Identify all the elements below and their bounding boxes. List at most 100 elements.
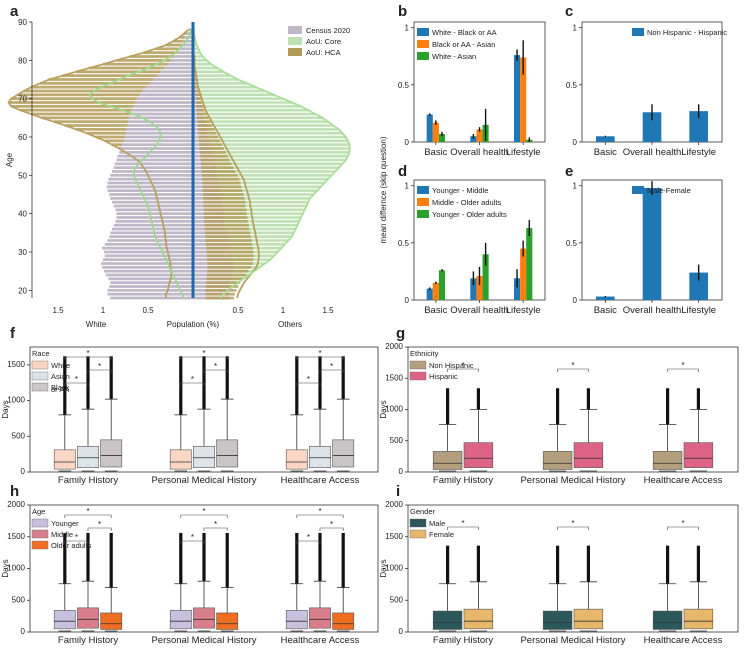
legend-swatch: [409, 529, 427, 539]
census-bar: [129, 116, 193, 120]
y-tick-label: 0: [405, 296, 410, 305]
panel-label-c: c: [565, 3, 573, 20]
significance-bracket: [319, 527, 344, 531]
core-bar: [196, 74, 232, 78]
hca-bar: [196, 104, 204, 108]
significance-bracket: [180, 514, 228, 518]
hca-bar: [112, 143, 122, 147]
legend-label: Asian: [51, 372, 70, 381]
census-bar: [102, 265, 193, 269]
y-tick-label: 0: [405, 138, 410, 147]
hca-bar: [17, 93, 140, 97]
box: [652, 451, 683, 470]
census-bar: [107, 292, 193, 296]
y-tick-label: 0: [21, 467, 26, 476]
bar: [470, 136, 477, 142]
significance-star: *: [571, 519, 574, 528]
census-bar: [183, 39, 193, 43]
legend-label: White - Black or AA: [432, 28, 497, 37]
census-bar: [160, 70, 193, 74]
hca-bar: [202, 189, 243, 193]
significance-star: *: [307, 533, 310, 542]
legend-label: Older adults: [51, 541, 92, 550]
significance-star: *: [98, 520, 101, 529]
hca-bar: [194, 78, 197, 81]
census-bar: [104, 242, 193, 246]
x-tick-label: 0.5: [232, 306, 244, 315]
hca-bar: [11, 104, 134, 108]
hca-bar: [41, 116, 130, 120]
hca-bar: [205, 288, 237, 292]
panel-label-a: a: [10, 3, 19, 20]
census-bar: [127, 124, 193, 127]
hca-bar: [204, 227, 250, 231]
plot-frame: [29, 346, 379, 473]
census-bar: [149, 81, 193, 85]
census-bar: [107, 288, 193, 292]
legend-swatch: [417, 40, 429, 48]
census-bar: [173, 55, 193, 58]
hca-bar: [23, 89, 143, 93]
significance-star: *: [681, 519, 684, 528]
core-bar: [205, 120, 329, 124]
y-tick-label: 1000: [7, 564, 25, 573]
bar: [596, 136, 615, 142]
hca-bar: [205, 242, 253, 246]
census-bar: [112, 170, 193, 173]
significance-star: *: [571, 361, 574, 370]
hca-bar: [202, 177, 240, 181]
y-tick-label: 0: [21, 627, 26, 636]
box: [432, 610, 463, 630]
census-bar: [167, 62, 193, 66]
legend-label: Younger: [51, 519, 79, 528]
legend-label: Hispanic: [429, 372, 458, 381]
census-bar: [110, 281, 193, 285]
census-bar: [119, 150, 193, 154]
y-tick-label: 1000: [385, 405, 403, 414]
census-bar: [117, 154, 193, 158]
census-bar: [114, 162, 193, 166]
hca-bar: [205, 239, 252, 242]
census-bar: [104, 254, 193, 258]
panel-label-b: b: [398, 3, 407, 20]
census-bar: [115, 208, 193, 212]
y-tick-label: 50: [18, 171, 27, 180]
box: [332, 612, 355, 630]
y-tick-label: 500: [12, 431, 26, 440]
legend-label: Black: [51, 383, 70, 392]
significance-bracket: [180, 356, 228, 360]
legend-label: AoU: HCA: [306, 48, 341, 57]
hca-bar: [179, 35, 185, 39]
y-tick-label: 1500: [7, 532, 25, 541]
x-tick-label: 1: [281, 306, 286, 315]
significance-bracket: [64, 540, 89, 544]
census-bar: [105, 273, 193, 277]
core-bar: [208, 131, 343, 135]
y-tick-label: 30: [18, 248, 27, 257]
category-label: Overall health: [623, 147, 682, 158]
significance-bracket: [87, 369, 112, 373]
census-bar: [113, 204, 193, 208]
hca-bar: [206, 273, 246, 277]
legend-label: Younger - Older adults: [432, 210, 507, 219]
core-bar: [198, 89, 266, 93]
hca-bar: [8, 101, 136, 104]
box: [100, 439, 123, 468]
y-tick-label: 60: [18, 133, 27, 142]
significance-bracket: [557, 526, 589, 530]
box: [309, 607, 331, 629]
box: [193, 607, 215, 629]
box: [100, 612, 123, 630]
census-bar: [110, 231, 193, 235]
category-label: Lifestyle: [681, 147, 716, 158]
hca-bar: [204, 223, 249, 227]
hca-bar: [130, 55, 174, 58]
hca-bar: [197, 124, 213, 127]
legend-swatch: [288, 37, 302, 45]
hca-bar: [207, 269, 249, 273]
category-label: Overall health: [623, 305, 682, 316]
hca-bar: [206, 281, 241, 285]
census-bar: [109, 285, 193, 288]
legend-swatch: [31, 540, 49, 550]
